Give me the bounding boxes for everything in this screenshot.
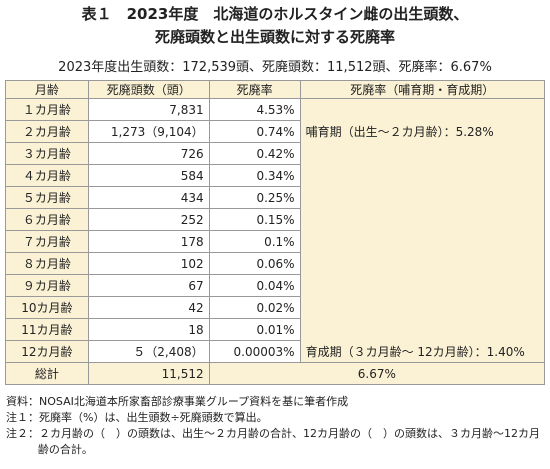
- age-cell: ８カ月齢: [5, 252, 89, 275]
- age-cell: 11カ月齢: [5, 318, 89, 341]
- rate-cell: 0.74%: [208, 120, 301, 143]
- age-cell: ７カ月齢: [5, 230, 89, 253]
- page: 表１ 2023年度 北海道のホルスタイン雌の出生頭数、 死廃頭数と出生頭数に対す…: [0, 3, 550, 469]
- age-cell: ３カ月齢: [5, 142, 89, 165]
- rate-cell: 0.42%: [208, 142, 301, 165]
- table: 月齢 死廃頭数（頭） 死廃率 死廃率（哺育期・育成期） １カ月齢 7,831 4.5…: [5, 80, 546, 385]
- subtitle: 2023年度出生頭数：172,539頭、死廃頭数：11,512頭、死廃率：6.6…: [58, 60, 492, 75]
- rate-cell: 0.15%: [208, 208, 301, 231]
- age-cell: 10カ月齢: [5, 296, 89, 319]
- deaths-cell: 178: [87, 230, 210, 253]
- table-row: ８カ月齢 102 0.06%: [5, 252, 546, 275]
- age-cell: 12カ月齢: [5, 340, 89, 363]
- deaths-cell: 18: [87, 318, 210, 341]
- table-row: ２カ月齢 1,273（9,104） 0.74% 哺育期（出生～２カ月齢）：5.28%: [5, 120, 546, 143]
- rate-cell: 0.1%: [208, 230, 301, 253]
- title: 表１ 2023年度 北海道のホルスタイン雌の出生頭数、 死廃頭数と出生頭数に対す…: [0, 3, 550, 49]
- period-note-cell: [299, 318, 546, 341]
- deaths-cell: 67: [87, 274, 210, 297]
- deaths-cell: 252: [87, 208, 210, 231]
- table-row: ３カ月齢 726 0.42%: [5, 142, 546, 165]
- table-row: 10カ月齢 42 0.02%: [5, 296, 546, 319]
- rate-cell: 4.53%: [208, 98, 301, 121]
- deaths-cell: 42: [87, 296, 210, 319]
- footnote: 注２：２カ月齢の（ ）の頭数は、出生～２カ月齢の合計、12カ月齢の（ ）の頭数は…: [6, 427, 540, 456]
- title-line: 死廃頭数と出生頭数に対する死廃率: [154, 28, 395, 46]
- header-cell: 死廃率（哺育期・育成期）: [299, 80, 546, 99]
- period-note-cell: [299, 164, 546, 187]
- rate-cell: 0.34%: [208, 164, 301, 187]
- rate-cell: 0.25%: [208, 186, 301, 209]
- total-deaths: 11,512: [87, 362, 210, 385]
- deaths-cell: 434: [87, 186, 210, 209]
- deaths-cell: 726: [87, 142, 210, 165]
- footnote: 注１：死廃率（%）は、出生頭数÷死廃頭数で算出。: [6, 411, 268, 424]
- footnote: 資料：NOSAI北海道本所家畜部診療事業グループ資料を基に筆者作成: [6, 395, 349, 408]
- age-cell: ２カ月齢: [5, 120, 89, 143]
- title-line: 表１ 2023年度 北海道のホルスタイン雌の出生頭数、: [81, 5, 469, 23]
- header-row: 月齢 死廃頭数（頭） 死廃率 死廃率（哺育期・育成期）: [5, 80, 546, 99]
- table-row: ５カ月齢 434 0.25%: [5, 186, 546, 209]
- table-body: １カ月齢 7,831 4.53% ２カ月齢 1,273（9,104） 0.74% 哺育期（出…: [5, 98, 546, 385]
- total-row: 総計 11,512 6.67%: [5, 362, 546, 385]
- table-row: ７カ月齢 178 0.1%: [5, 230, 546, 253]
- deaths-cell: 7,831: [87, 98, 210, 121]
- age-cell: ４カ月齢: [5, 164, 89, 187]
- footnotes: 資料：NOSAI北海道本所家畜部診療事業グループ資料を基に筆者作成 注１：死廃率（…: [6, 394, 550, 458]
- age-cell: １カ月齢: [5, 98, 89, 121]
- rate-cell: 0.00003%: [208, 340, 301, 363]
- age-cell: ５カ月齢: [5, 186, 89, 209]
- period-note-cell: 育成期（３カ月齢～ 12カ月齢）：1.40%: [299, 340, 546, 363]
- age-cell: ９カ月齢: [5, 274, 89, 297]
- deaths-cell: 1,273（9,104）: [87, 120, 210, 143]
- deaths-cell: 584: [87, 164, 210, 187]
- period-note-cell: [299, 274, 546, 297]
- table-row: １カ月齢 7,831 4.53%: [5, 98, 546, 121]
- period-note-cell: 哺育期（出生～２カ月齢）：5.28%: [299, 120, 546, 143]
- total-label: 総計: [5, 362, 89, 385]
- age-cell: ６カ月齢: [5, 208, 89, 231]
- total-rate: 6.67%: [208, 362, 546, 385]
- header-cell: 死廃率: [208, 80, 301, 99]
- period-note-cell: [299, 142, 546, 165]
- table-row: ６カ月齢 252 0.15%: [5, 208, 546, 231]
- header-cell: 月齢: [5, 80, 89, 99]
- rate-cell: 0.02%: [208, 296, 301, 319]
- rate-cell: 0.06%: [208, 252, 301, 275]
- period-note-cell: [299, 208, 546, 231]
- table-row: 12カ月齢 ５（2,408） 0.00003% 育成期（３カ月齢～ 12カ月齢）：1.…: [5, 340, 546, 363]
- period-note-cell: [299, 296, 546, 319]
- table-row: ４カ月齢 584 0.34%: [5, 164, 546, 187]
- rate-cell: 0.04%: [208, 274, 301, 297]
- period-note-cell: [299, 186, 546, 209]
- deaths-cell: 102: [87, 252, 210, 275]
- rate-cell: 0.01%: [208, 318, 301, 341]
- header-cell: 死廃頭数（頭）: [87, 80, 210, 99]
- period-note-cell: [299, 98, 546, 121]
- period-note-cell: [299, 230, 546, 253]
- deaths-cell: ５（2,408）: [87, 340, 210, 363]
- table-row: 11カ月齢 18 0.01%: [5, 318, 546, 341]
- table-row: ９カ月齢 67 0.04%: [5, 274, 546, 297]
- period-note-cell: [299, 252, 546, 275]
